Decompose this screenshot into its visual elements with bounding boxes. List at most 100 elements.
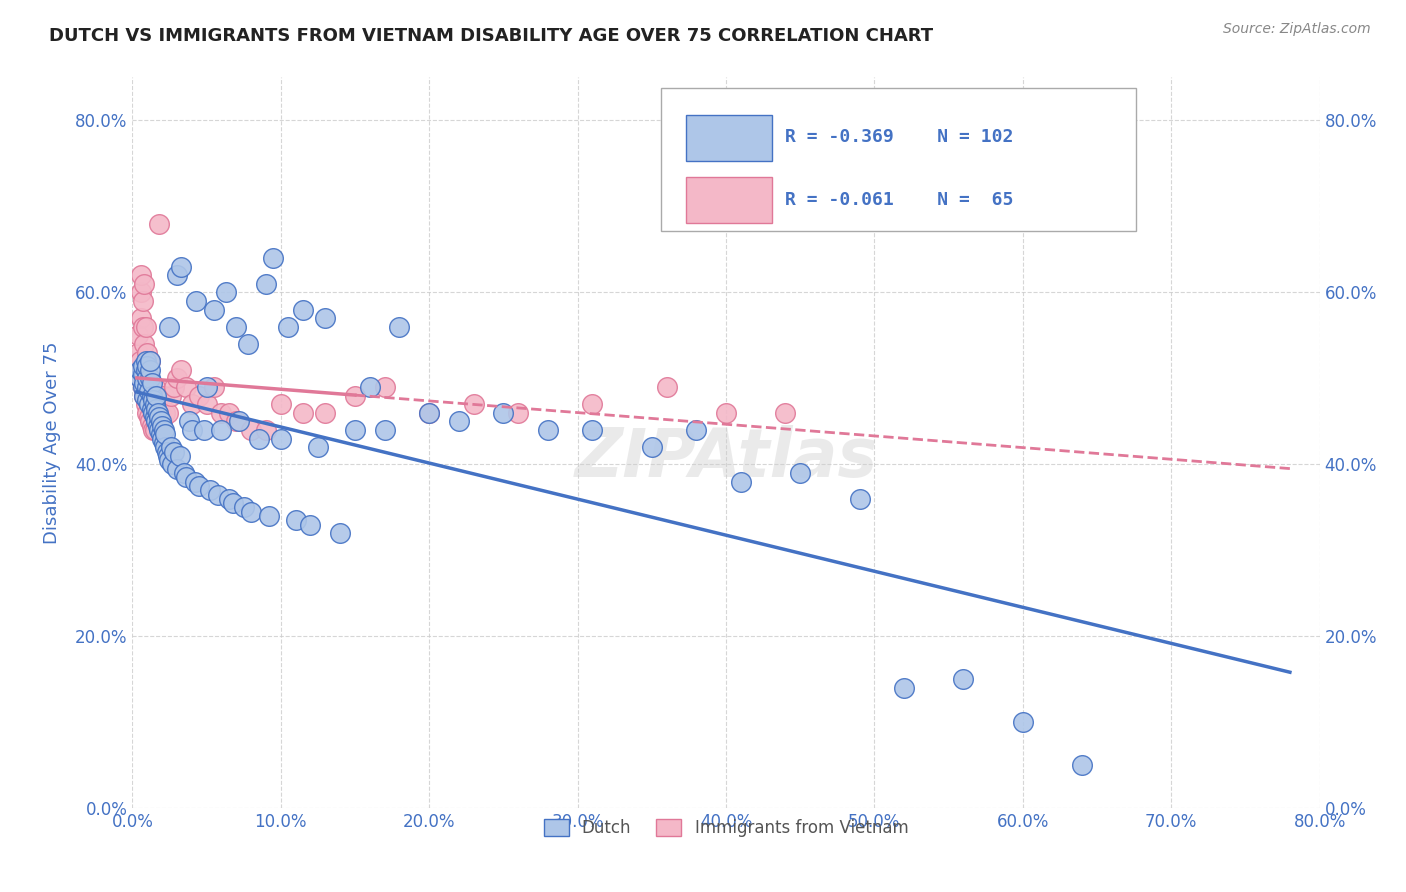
- Point: [138, 384, 160, 399]
- Point: [138, 397, 160, 411]
- Point: [225, 319, 247, 334]
- FancyBboxPatch shape: [686, 177, 772, 223]
- Point: [135, 363, 157, 377]
- Point: [374, 380, 396, 394]
- Point: [134, 277, 156, 291]
- Point: [284, 513, 307, 527]
- Point: [188, 389, 211, 403]
- Point: [152, 389, 174, 403]
- Point: [152, 436, 174, 450]
- Point: [581, 423, 603, 437]
- Point: [127, 328, 149, 343]
- Point: [139, 354, 162, 368]
- FancyBboxPatch shape: [661, 88, 1136, 231]
- Point: [129, 311, 152, 326]
- Point: [159, 319, 181, 334]
- Point: [952, 673, 974, 687]
- Point: [169, 449, 191, 463]
- Point: [128, 371, 150, 385]
- Text: R = -0.369    N = 102: R = -0.369 N = 102: [786, 128, 1014, 146]
- Point: [148, 217, 170, 231]
- Point: [132, 319, 155, 334]
- Point: [170, 363, 193, 377]
- Point: [142, 406, 165, 420]
- Point: [145, 389, 167, 403]
- Point: [314, 311, 336, 326]
- Point: [254, 423, 277, 437]
- Point: [789, 466, 811, 480]
- Point: [418, 406, 440, 420]
- Point: [139, 414, 162, 428]
- Point: [240, 423, 263, 437]
- Point: [139, 354, 162, 368]
- Point: [153, 406, 176, 420]
- Point: [714, 406, 737, 420]
- Point: [329, 526, 352, 541]
- Point: [195, 397, 218, 411]
- Point: [1011, 715, 1033, 730]
- Point: [218, 491, 240, 506]
- Point: [145, 401, 167, 416]
- Point: [148, 410, 170, 425]
- Text: Source: ZipAtlas.com: Source: ZipAtlas.com: [1223, 22, 1371, 37]
- Point: [775, 406, 797, 420]
- Point: [156, 406, 179, 420]
- Point: [270, 432, 292, 446]
- Point: [848, 491, 870, 506]
- Point: [129, 285, 152, 300]
- Text: R = -0.061    N =  65: R = -0.061 N = 65: [786, 191, 1014, 209]
- Point: [128, 371, 150, 385]
- Point: [209, 423, 232, 437]
- Point: [134, 389, 156, 403]
- Point: [153, 427, 176, 442]
- Point: [218, 406, 240, 420]
- Point: [193, 423, 215, 437]
- Point: [132, 380, 155, 394]
- Point: [146, 406, 169, 420]
- Point: [277, 319, 299, 334]
- Point: [247, 432, 270, 446]
- Point: [125, 363, 148, 377]
- Y-axis label: Disability Age Over 75: Disability Age Over 75: [44, 342, 60, 544]
- Point: [180, 397, 202, 411]
- Point: [127, 345, 149, 359]
- Point: [508, 406, 530, 420]
- Point: [374, 423, 396, 437]
- Point: [159, 453, 181, 467]
- Text: ZIPAtlas: ZIPAtlas: [575, 425, 877, 491]
- Point: [132, 380, 155, 394]
- Point: [292, 406, 315, 420]
- Point: [132, 359, 155, 373]
- Point: [232, 500, 254, 515]
- Point: [155, 444, 177, 458]
- Point: [135, 319, 157, 334]
- Point: [173, 466, 195, 480]
- Point: [257, 509, 280, 524]
- Point: [128, 363, 150, 377]
- Point: [149, 406, 172, 420]
- Point: [143, 397, 166, 411]
- Point: [143, 423, 166, 437]
- Point: [202, 380, 225, 394]
- Legend: Dutch, Immigrants from Vietnam: Dutch, Immigrants from Vietnam: [537, 813, 915, 844]
- Point: [142, 423, 165, 437]
- Point: [188, 479, 211, 493]
- Point: [163, 380, 186, 394]
- Point: [215, 285, 238, 300]
- Text: DUTCH VS IMMIGRANTS FROM VIETNAM DISABILITY AGE OVER 75 CORRELATION CHART: DUTCH VS IMMIGRANTS FROM VIETNAM DISABIL…: [49, 27, 934, 45]
- Point: [166, 371, 188, 385]
- Point: [222, 496, 245, 510]
- Point: [262, 251, 284, 265]
- Point: [299, 517, 322, 532]
- Point: [240, 505, 263, 519]
- Point: [132, 367, 155, 381]
- Point: [146, 406, 169, 420]
- FancyBboxPatch shape: [686, 115, 772, 161]
- Point: [145, 397, 167, 411]
- Point: [254, 277, 277, 291]
- Point: [685, 423, 707, 437]
- Point: [139, 371, 162, 385]
- Point: [136, 392, 159, 407]
- Point: [153, 440, 176, 454]
- Point: [145, 414, 167, 428]
